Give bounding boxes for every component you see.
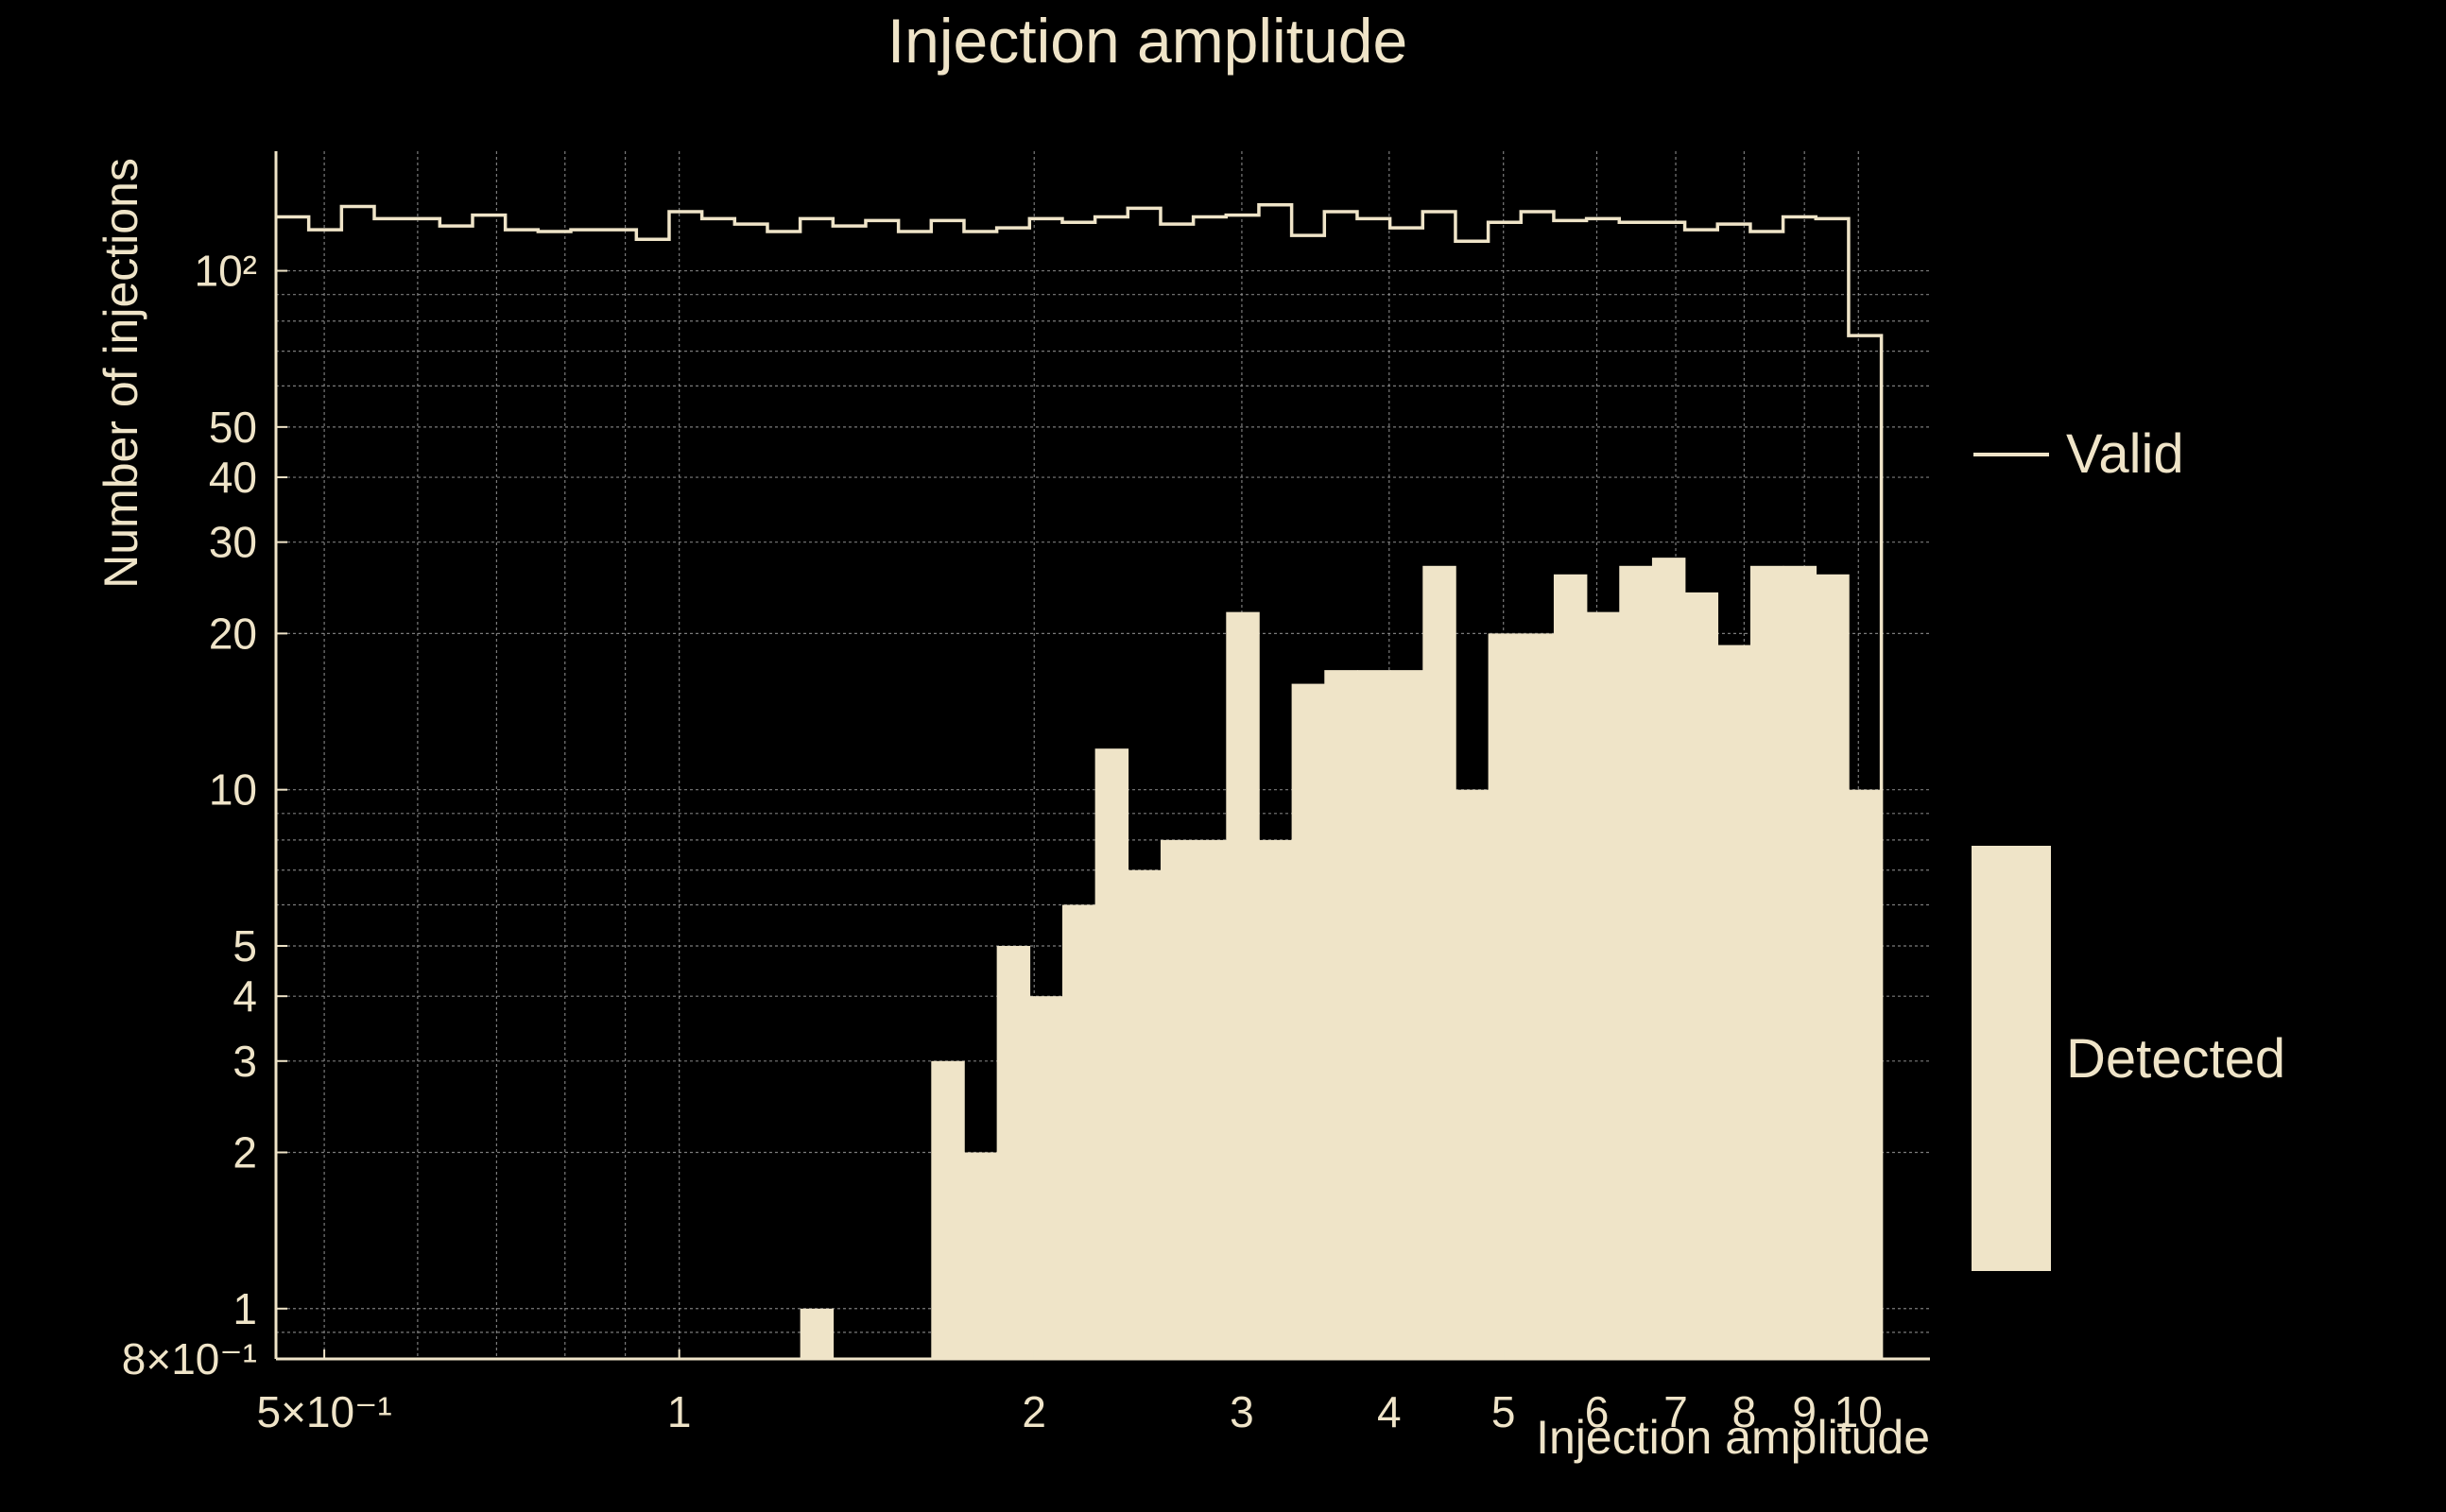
legend: Valid Detected	[1972, 423, 2285, 1271]
x-tick-labels: 5×10⁻¹ 1 2 3 4 5 6 7 8 9 10	[256, 1349, 1883, 1436]
detected-bar	[1684, 592, 1719, 1359]
y-tick-label: 1	[233, 1284, 257, 1333]
y-tick-label: 4	[233, 971, 257, 1021]
y-tick-label: 10	[209, 765, 257, 815]
detected-bar	[1848, 789, 1883, 1359]
detected-bar	[1193, 839, 1228, 1359]
detected-bar	[1586, 611, 1621, 1359]
valid-series	[276, 202, 1884, 1359]
detected-bar	[1651, 558, 1686, 1359]
chart-title: Injection amplitude	[887, 6, 1407, 76]
detected-bar	[1749, 565, 1784, 1359]
y-tick-label: 5	[233, 921, 257, 971]
y-tick-label: 50	[209, 403, 257, 452]
x-tick-label: 5	[1491, 1387, 1516, 1436]
detected-bar	[1422, 565, 1456, 1359]
y-tick-label: 30	[209, 518, 257, 567]
legend-detected-label: Detected	[2066, 1028, 2285, 1090]
x-tick-label: 6	[1585, 1387, 1610, 1436]
x-tick-label: 1	[667, 1387, 692, 1436]
x-tick-label: 3	[1230, 1387, 1254, 1436]
detected-bar	[1783, 565, 1817, 1359]
axes	[274, 151, 1930, 1361]
detected-bar	[1226, 611, 1260, 1359]
x-tick-label: 10	[1834, 1387, 1883, 1436]
detected-series	[800, 558, 1883, 1359]
x-tick-label: 5×10⁻¹	[256, 1387, 391, 1436]
x-tick-label: 7	[1663, 1387, 1688, 1436]
detected-bar	[1291, 683, 1326, 1359]
x-tick-label: 4	[1377, 1387, 1402, 1436]
detected-bar	[1389, 670, 1424, 1359]
detected-bar	[1094, 748, 1129, 1359]
detected-bar	[800, 1308, 835, 1359]
detected-bar	[1521, 633, 1555, 1359]
detected-bar	[996, 945, 1031, 1359]
detected-bar	[1553, 574, 1588, 1359]
legend-detected-swatch	[1972, 846, 2051, 1271]
detected-bar	[1258, 839, 1293, 1359]
valid-step-line	[276, 202, 1884, 1359]
detected-bar	[1324, 670, 1358, 1359]
detected-bar	[1455, 789, 1490, 1359]
detected-bar	[1128, 869, 1162, 1359]
y-tick-label: 40	[209, 453, 257, 502]
x-tick-label: 8	[1732, 1387, 1757, 1436]
y-tick-label: 10²	[195, 247, 257, 296]
y-tick-label: 2	[233, 1127, 257, 1177]
x-axis-label: Injection amplitude	[1536, 1411, 1930, 1464]
legend-valid-label: Valid	[2066, 423, 2184, 485]
y-tick-label: 8×10⁻¹	[122, 1334, 257, 1383]
x-tick-label: 9	[1792, 1387, 1817, 1436]
detected-bar	[1717, 644, 1751, 1359]
detected-bar	[1061, 904, 1096, 1359]
detected-bar	[963, 1152, 998, 1359]
detected-bar	[1029, 996, 1063, 1359]
y-tick-label: 3	[233, 1037, 257, 1086]
detected-bar	[1619, 565, 1653, 1359]
detected-bar	[1816, 574, 1850, 1359]
y-axis-label: Number of injections	[95, 158, 147, 589]
y-tick-label: 20	[209, 609, 257, 658]
detected-bar	[1488, 633, 1523, 1359]
detected-bar	[931, 1060, 965, 1359]
detected-bar	[1160, 839, 1195, 1359]
x-tick-label: 2	[1022, 1387, 1046, 1436]
detected-bar	[1356, 670, 1391, 1359]
